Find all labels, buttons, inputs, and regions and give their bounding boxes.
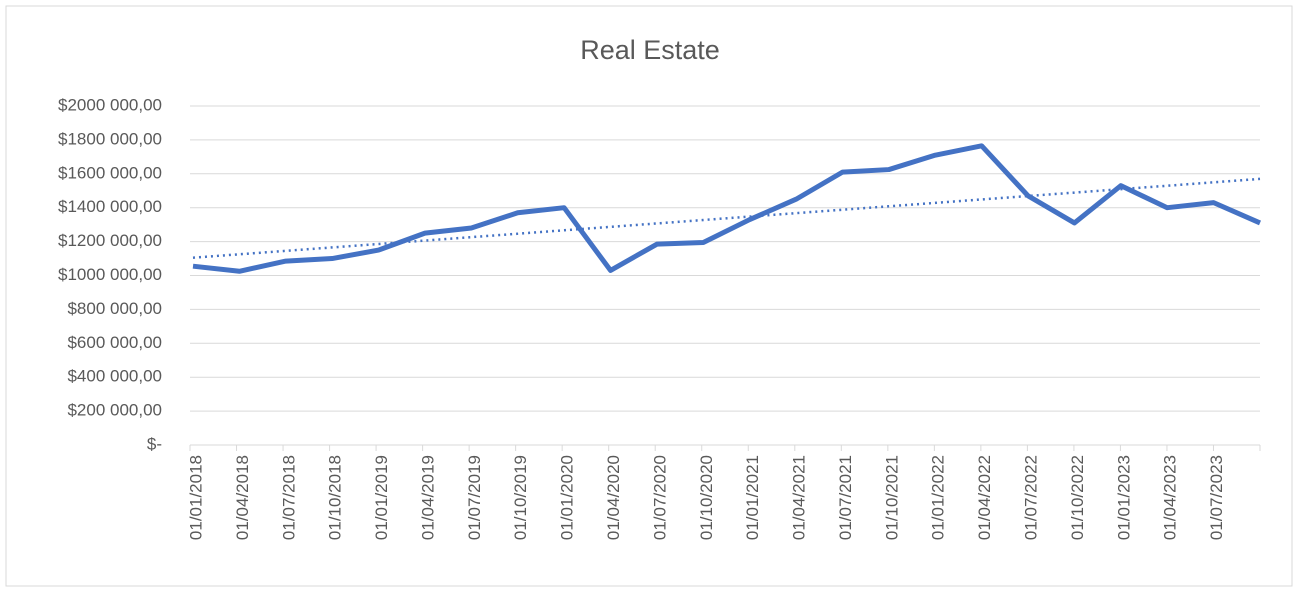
x-tick-label: 01/10/2018: [326, 455, 345, 540]
line-series: [192, 143, 1262, 274]
trendline: [192, 177, 1261, 259]
x-tick-label: 01/07/2023: [1207, 455, 1226, 540]
y-tick-label: $2000 000,00: [58, 95, 162, 114]
chart-border: [5, 5, 1293, 587]
x-tick-label: 01/04/2018: [233, 455, 252, 540]
y-tick-label: $1800 000,00: [58, 129, 162, 148]
y-tick-label: $600 000,00: [67, 333, 162, 352]
y-tick-label: $-: [147, 434, 162, 453]
x-tick-label: 01/04/2019: [418, 455, 437, 540]
x-tick-label: 01/07/2018: [279, 455, 298, 540]
x-tick-label: 01/04/2021: [790, 455, 809, 540]
x-tick-label: 01/01/2022: [929, 455, 948, 540]
x-tick-label: 01/07/2019: [465, 455, 484, 540]
x-tick-label: 01/01/2018: [186, 455, 205, 540]
y-tick-label: $1400 000,00: [58, 197, 162, 216]
x-tick-label: 01/10/2022: [1068, 455, 1087, 540]
x-tick-label: 01/01/2019: [372, 455, 391, 540]
x-tick-label: 01/07/2020: [650, 455, 669, 540]
x-tick-label: 01/04/2023: [1161, 455, 1180, 540]
x-tick-label: 01/10/2020: [697, 455, 716, 540]
y-tick-label: $200 000,00: [67, 401, 162, 420]
x-tick-label: 01/10/2019: [511, 455, 530, 540]
y-tick-label: $1000 000,00: [58, 265, 162, 284]
x-tick-label: 01/04/2020: [604, 455, 623, 540]
chart-title: Real Estate: [580, 35, 720, 65]
x-tick-label: 01/01/2023: [1114, 455, 1133, 540]
y-tick-label: $1600 000,00: [58, 163, 162, 182]
y-tick-label: $1200 000,00: [58, 231, 162, 250]
x-tick-label: 01/10/2021: [882, 455, 901, 540]
y-tick-label: $400 000,00: [67, 367, 162, 386]
x-tick-label: 01/01/2020: [558, 455, 577, 540]
x-tick-label: 01/07/2021: [836, 455, 855, 540]
y-tick-label: $800 000,00: [67, 299, 162, 318]
x-tick-label: 01/01/2021: [743, 455, 762, 540]
x-tick-label: 01/04/2022: [975, 455, 994, 540]
x-tick-label: 01/07/2022: [1022, 455, 1041, 540]
